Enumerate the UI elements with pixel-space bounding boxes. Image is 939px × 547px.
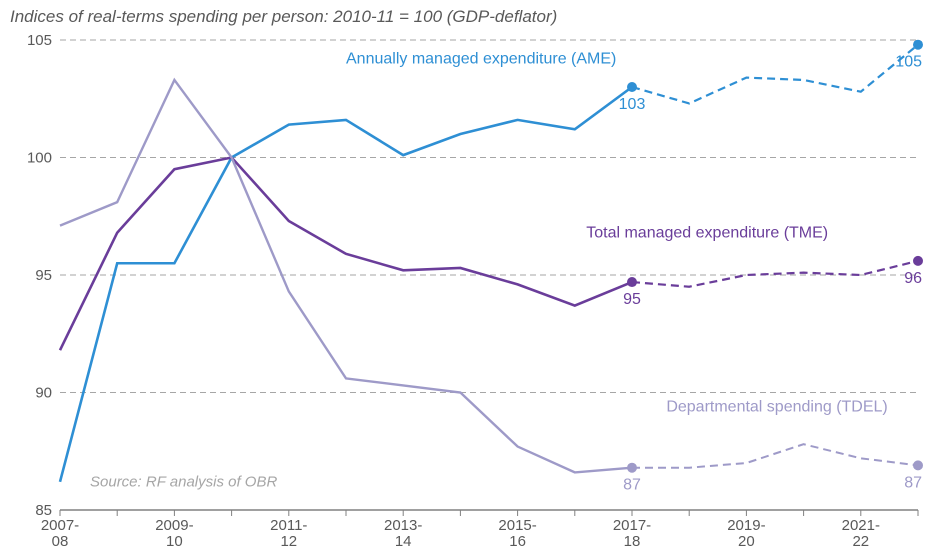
x-tick-label-line2: 20 (738, 533, 755, 547)
x-tick-label-line1: 2013- (384, 517, 422, 534)
spending-indices-chart: Indices of real-terms spending per perso… (0, 0, 939, 547)
x-tick-label-line1: 2015- (498, 517, 536, 534)
series-marker-tme (627, 277, 637, 287)
x-tick-label-line2: 16 (509, 533, 526, 547)
x-tick-label-line2: 22 (852, 533, 869, 547)
x-tick-label-line1: 2007- (41, 517, 79, 534)
series-title-tme: Total managed expenditure (TME) (586, 224, 828, 241)
series-marker-ame (913, 40, 923, 50)
series-title-ame: Annually managed expenditure (AME) (346, 51, 616, 68)
chart-source: Source: RF analysis of OBR (90, 474, 277, 491)
x-tick-label-line2: 14 (395, 533, 412, 547)
series-value-mid-ame: 103 (619, 96, 646, 113)
series-marker-tme (913, 256, 923, 266)
series-value-mid-tdel: 87 (623, 477, 641, 494)
x-tick-label-line2: 08 (52, 533, 69, 547)
series-value-end-ame: 105 (895, 54, 922, 71)
x-tick-label-line2: 12 (280, 533, 297, 547)
x-tick-label-line1: 2017- (613, 517, 651, 534)
x-tick-label-line1: 2009- (155, 517, 193, 534)
x-tick-label-line1: 2021- (842, 517, 880, 534)
y-tick-label: 95 (35, 267, 52, 284)
x-tick-label-line1: 2019- (727, 517, 765, 534)
series-value-end-tme: 96 (904, 270, 922, 287)
x-tick-label-line1: 2011- (270, 517, 307, 534)
series-marker-tdel (913, 460, 923, 470)
series-title-tdel: Departmental spending (TDEL) (666, 398, 887, 415)
x-tick-label-line2: 18 (624, 533, 641, 547)
y-tick-label: 100 (27, 150, 52, 167)
chart-bg (0, 0, 939, 547)
series-marker-ame (627, 82, 637, 92)
y-tick-label: 90 (35, 385, 52, 402)
series-value-mid-tme: 95 (623, 291, 641, 308)
series-value-end-tdel: 87 (904, 474, 922, 491)
y-tick-label: 105 (27, 32, 52, 49)
chart-title: Indices of real-terms spending per perso… (10, 7, 557, 26)
chart-svg: Indices of real-terms spending per perso… (0, 0, 939, 547)
series-marker-tdel (627, 463, 637, 473)
x-tick-label-line2: 10 (166, 533, 183, 547)
